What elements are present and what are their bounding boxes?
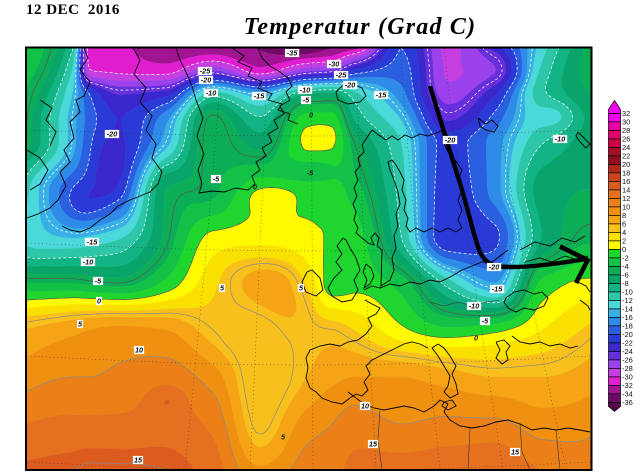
svg-text:-15: -15 xyxy=(87,238,98,247)
svg-text:-12: -12 xyxy=(622,296,633,305)
svg-text:15: 15 xyxy=(134,456,143,465)
svg-text:-14: -14 xyxy=(622,305,633,314)
svg-text:0: 0 xyxy=(97,297,101,306)
svg-text:-10: -10 xyxy=(555,135,566,144)
svg-text:5: 5 xyxy=(220,284,225,293)
svg-text:0: 0 xyxy=(474,334,478,343)
svg-text:0: 0 xyxy=(309,111,313,120)
svg-text:15: 15 xyxy=(511,448,520,457)
svg-text:22: 22 xyxy=(622,152,630,161)
svg-text:10: 10 xyxy=(135,346,143,355)
svg-text:-18: -18 xyxy=(622,322,633,331)
svg-text:-20: -20 xyxy=(201,76,212,85)
svg-text:20: 20 xyxy=(622,160,630,169)
svg-text:-20: -20 xyxy=(445,136,456,145)
svg-text:-25: -25 xyxy=(336,71,347,80)
svg-text:14: 14 xyxy=(622,186,630,195)
svg-text:24: 24 xyxy=(622,143,630,152)
svg-text:-36: -36 xyxy=(622,398,633,407)
svg-text:-25: -25 xyxy=(200,67,211,76)
svg-text:-10: -10 xyxy=(83,258,94,267)
svg-text:-28: -28 xyxy=(622,364,633,373)
svg-text:30: 30 xyxy=(622,118,630,127)
svg-text:-30: -30 xyxy=(622,373,633,382)
svg-text:32: 32 xyxy=(622,109,630,118)
svg-text:-5: -5 xyxy=(95,277,102,286)
svg-text:-30: -30 xyxy=(329,60,340,69)
svg-text:0: 0 xyxy=(622,245,626,254)
svg-text:-5: -5 xyxy=(303,96,310,105)
svg-text:0: 0 xyxy=(253,183,257,192)
svg-text:-4: -4 xyxy=(622,262,629,271)
svg-text:5: 5 xyxy=(78,320,83,329)
svg-text:28: 28 xyxy=(622,126,630,135)
svg-text:5: 5 xyxy=(281,433,286,442)
svg-text:-24: -24 xyxy=(622,347,633,356)
svg-text:12: 12 xyxy=(622,194,630,203)
svg-text:-20: -20 xyxy=(107,130,118,139)
svg-text:-15: -15 xyxy=(492,285,503,294)
svg-text:-10: -10 xyxy=(622,288,633,297)
svg-text:10: 10 xyxy=(361,402,369,411)
svg-text:15: 15 xyxy=(369,440,378,449)
svg-text:18: 18 xyxy=(622,169,630,178)
svg-text:16: 16 xyxy=(622,177,630,186)
svg-text:-10: -10 xyxy=(469,302,480,311)
svg-text:-16: -16 xyxy=(622,313,633,322)
svg-text:2: 2 xyxy=(622,237,626,246)
svg-text:-20: -20 xyxy=(345,81,356,90)
svg-text:-10: -10 xyxy=(206,89,217,98)
svg-text:-2: -2 xyxy=(622,254,629,263)
svg-text:-22: -22 xyxy=(622,339,633,348)
svg-text:-5: -5 xyxy=(307,169,314,178)
svg-text:-34: -34 xyxy=(622,390,633,399)
svg-text:-10: -10 xyxy=(300,86,311,95)
svg-text:-5: -5 xyxy=(213,175,220,184)
svg-text:4: 4 xyxy=(622,228,626,237)
svg-text:8: 8 xyxy=(622,211,626,220)
svg-text:-6: -6 xyxy=(622,271,629,280)
svg-text:10: 10 xyxy=(622,203,630,212)
svg-text:-32: -32 xyxy=(622,381,633,390)
svg-text:-20: -20 xyxy=(622,330,633,339)
svg-text:-35: -35 xyxy=(287,49,298,58)
svg-text:26: 26 xyxy=(622,135,630,144)
svg-text:6: 6 xyxy=(622,220,626,229)
svg-text:5: 5 xyxy=(299,284,304,293)
svg-text:-26: -26 xyxy=(622,356,633,365)
svg-text:-8: -8 xyxy=(622,279,629,288)
svg-text:-15: -15 xyxy=(376,91,387,100)
svg-text:-5: -5 xyxy=(482,317,489,326)
svg-text:-20: -20 xyxy=(489,263,500,272)
svg-text:-15: -15 xyxy=(254,92,265,101)
